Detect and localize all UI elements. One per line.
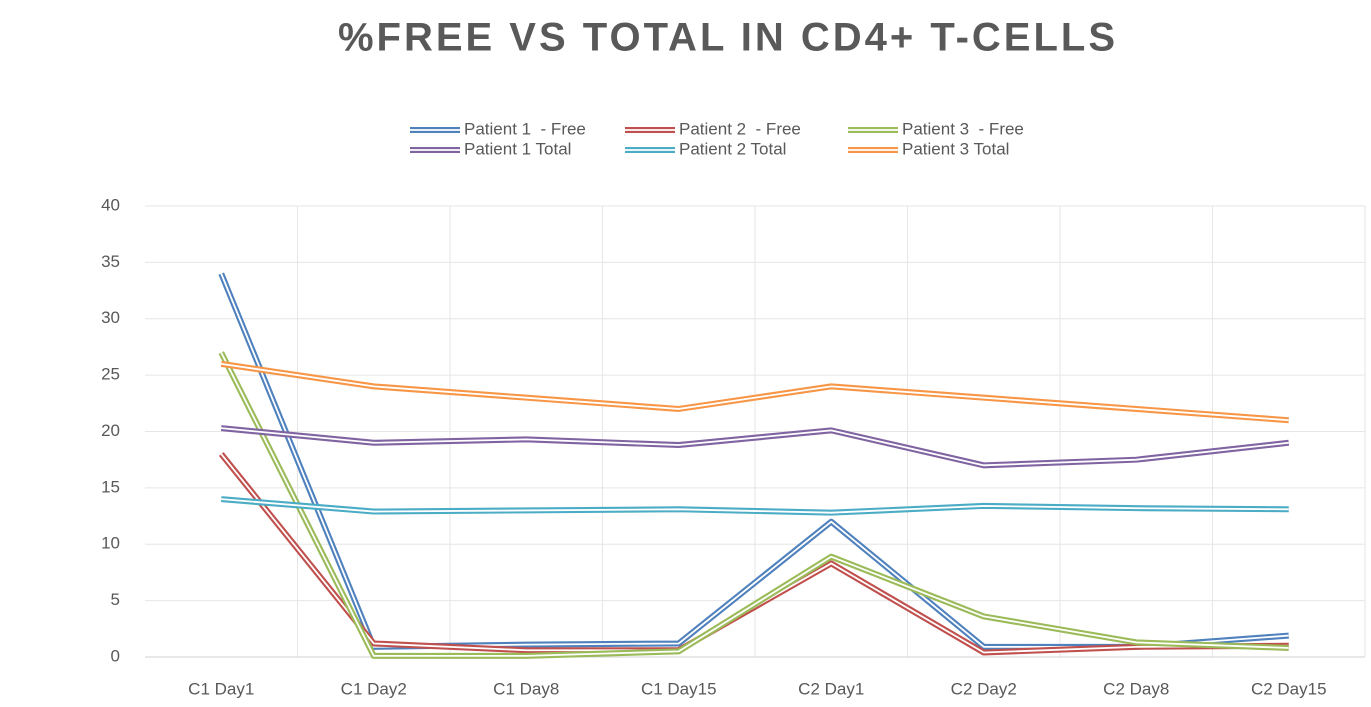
x-tick-label: C1 Day1 (188, 679, 254, 698)
y-tick-label: 15 (101, 477, 120, 496)
legend-label: Patient 1 Total (464, 139, 571, 158)
series-line-inner (221, 427, 1289, 467)
legend-label: Patient 2 Total (679, 139, 786, 158)
y-tick-label: 25 (101, 365, 120, 384)
series-line-inner (221, 498, 1289, 514)
series-line-inner (220, 352, 1289, 657)
y-tick-label: 30 (101, 308, 120, 327)
legend-label: Patient 1 - Free (464, 119, 586, 138)
y-tick-label: 20 (101, 421, 120, 440)
chart-title: %FREE VS TOTAL IN CD4+ T-CELLS (338, 16, 1118, 60)
x-tick-label: C2 Day8 (1103, 679, 1169, 698)
y-tick-label: 40 (101, 195, 120, 214)
legend-label: Patient 2 - Free (679, 119, 801, 138)
x-tick-label: C1 Day2 (341, 679, 407, 698)
x-tick-label: C2 Day2 (951, 679, 1017, 698)
legend-label: Patient 3 Total (902, 139, 1009, 158)
x-tick-label: C1 Day8 (493, 679, 559, 698)
series-line-inner (221, 362, 1289, 422)
y-tick-label: 5 (111, 590, 120, 609)
legend-label: Patient 3 - Free (902, 119, 1024, 138)
x-tick-label: C2 Day1 (798, 679, 864, 698)
y-tick-label: 0 (111, 646, 120, 665)
y-tick-label: 35 (101, 252, 120, 271)
x-tick-label: C2 Day15 (1251, 679, 1327, 698)
y-tick-label: 10 (101, 534, 120, 553)
x-tick-label: C1 Day15 (641, 679, 717, 698)
